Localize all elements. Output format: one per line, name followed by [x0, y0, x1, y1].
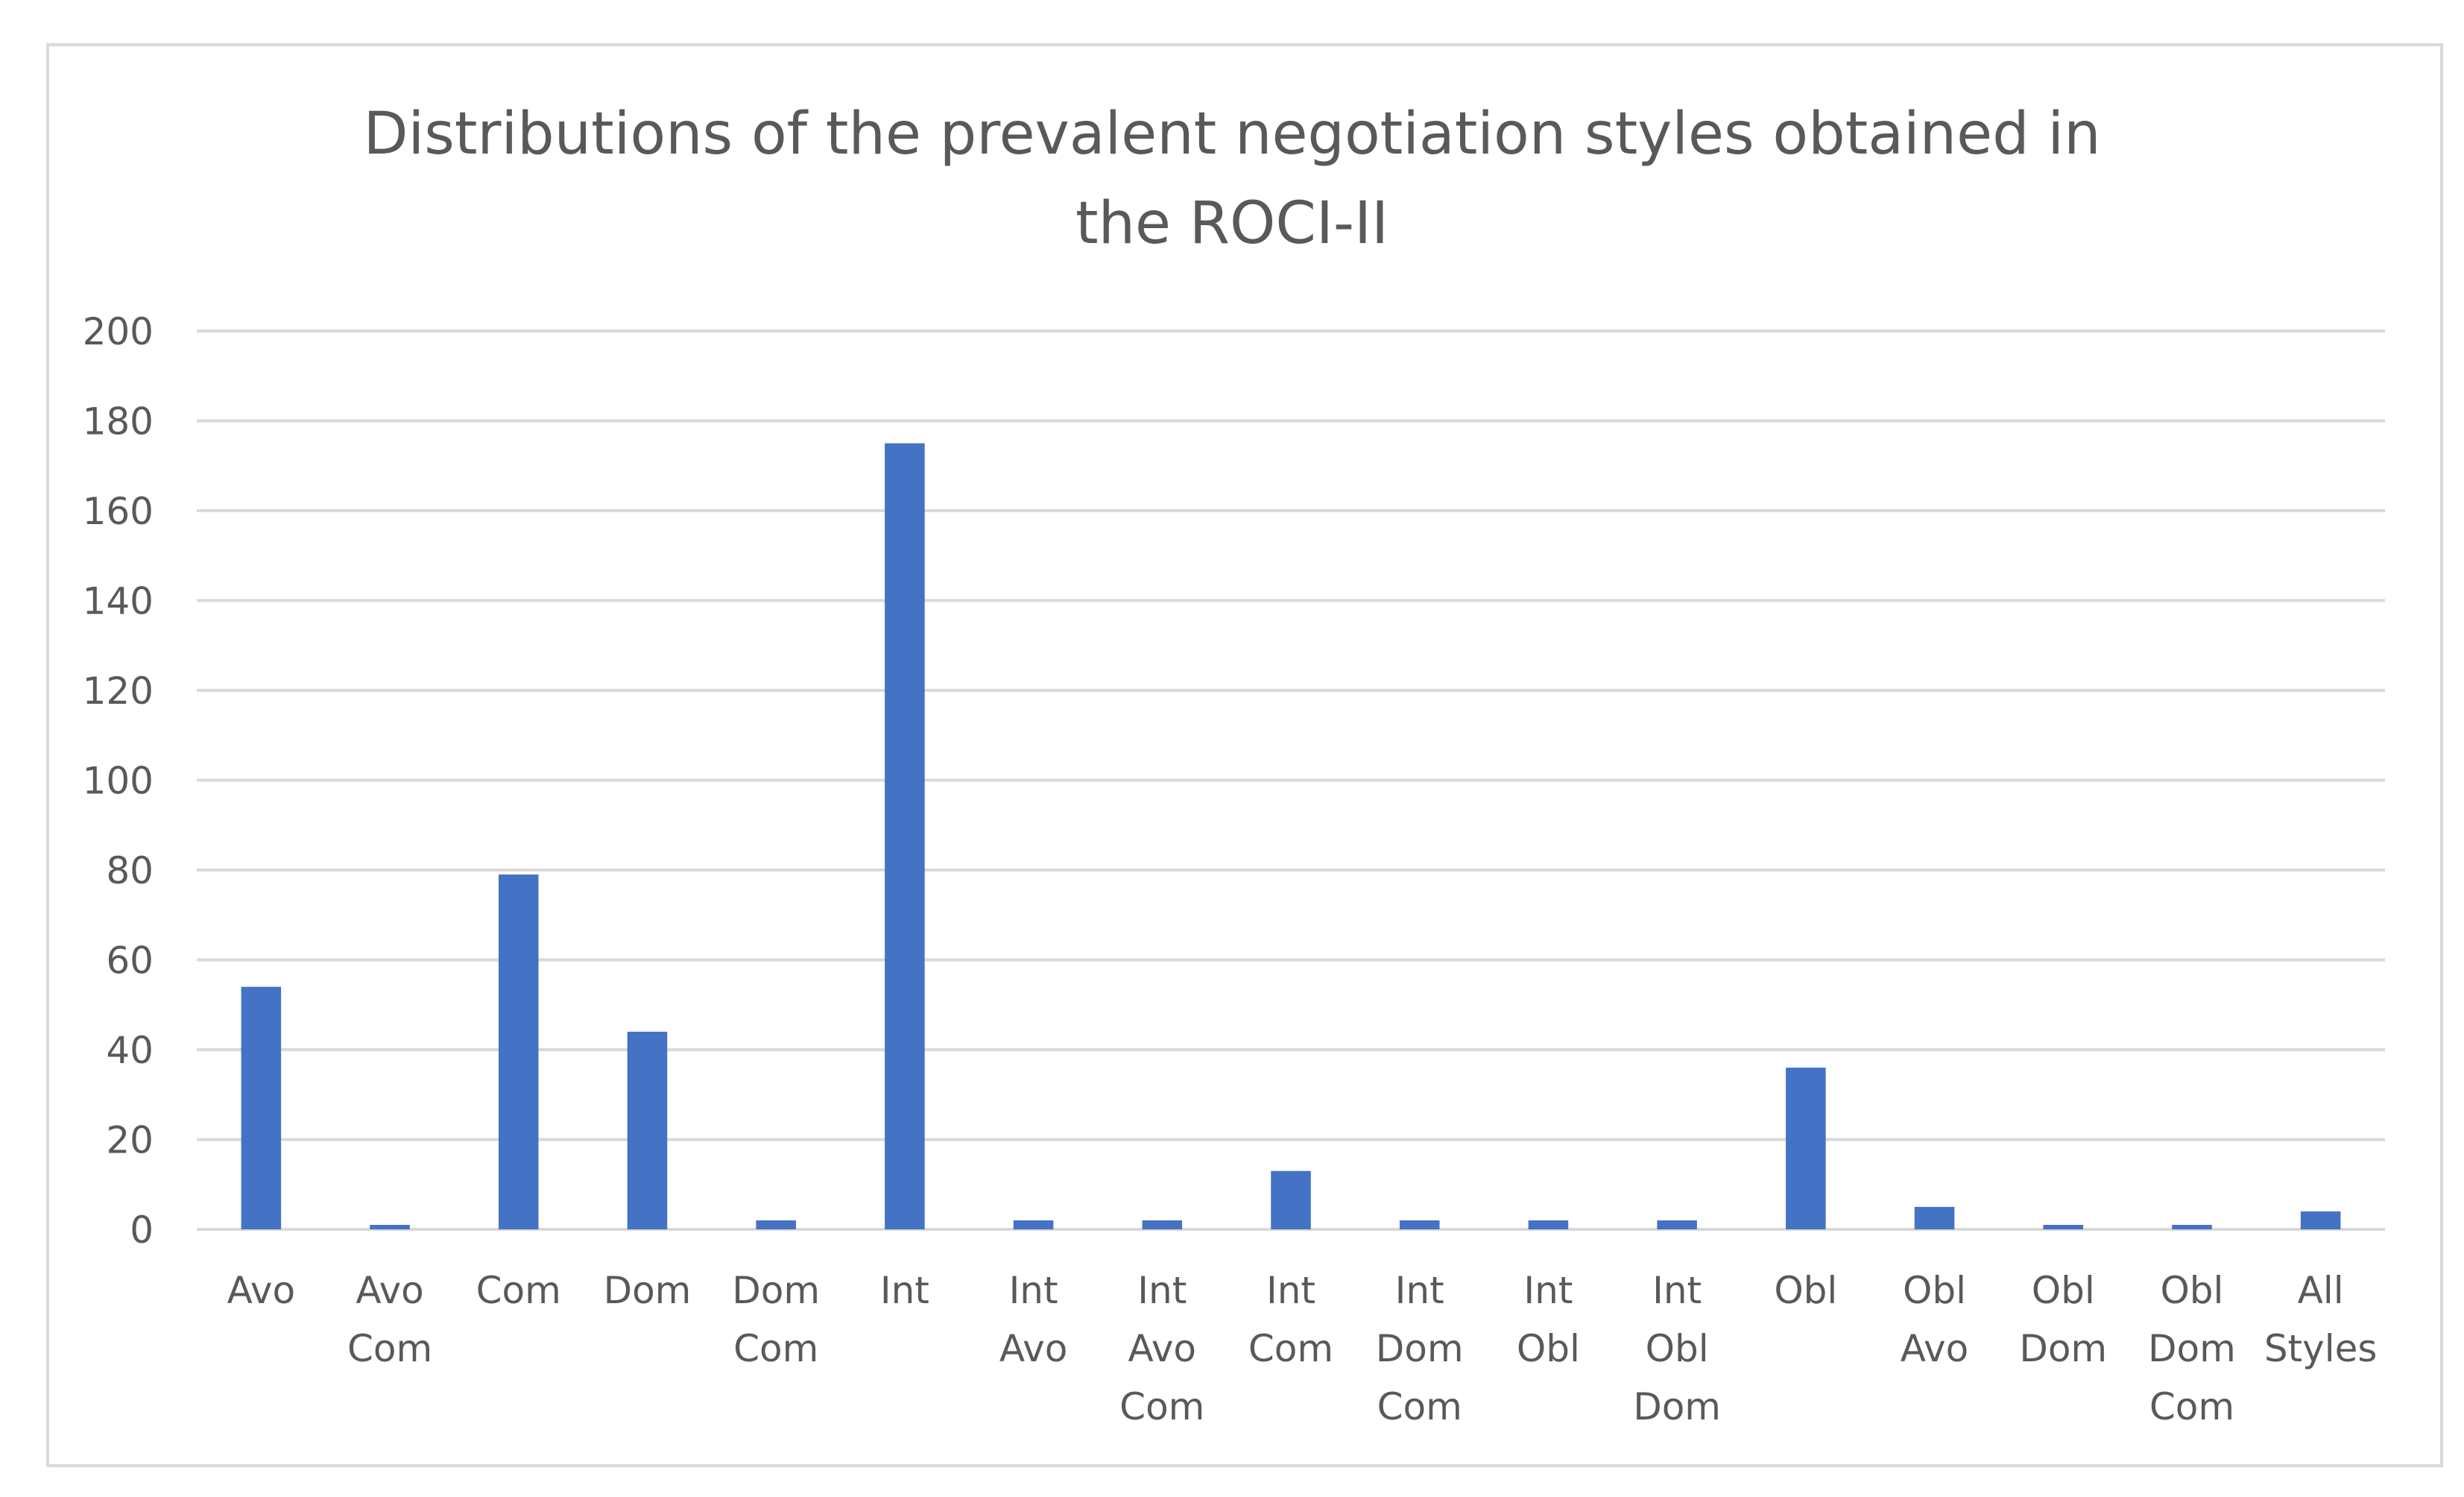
x-tick-label: Com: [476, 1269, 561, 1312]
x-tick-label: Int: [1523, 1269, 1573, 1312]
x-tick-label: Int: [880, 1269, 929, 1312]
x-tick-label: Int: [1137, 1269, 1187, 1312]
bar: [1914, 1206, 1955, 1229]
x-tick-label: All: [2298, 1269, 2344, 1312]
x-tick-label: Int: [1009, 1269, 1058, 1312]
y-tick-label: 80: [106, 849, 154, 892]
bar: [1528, 1220, 1569, 1229]
x-tick-label: Com: [1248, 1327, 1333, 1370]
bar: [2300, 1211, 2341, 1229]
bar: [241, 986, 282, 1229]
chart-title: Distributions of the prevalent negotiati…: [0, 89, 2464, 268]
x-tick-label: Com: [2149, 1385, 2234, 1428]
bar: [2043, 1224, 2084, 1229]
bar: [1657, 1220, 1697, 1229]
y-tick-label: 100: [83, 760, 154, 803]
x-tick-label: Obl: [2032, 1269, 2095, 1312]
y-tick-label: 160: [83, 490, 154, 533]
chart-title-line-1: Distributions of the prevalent negotiati…: [363, 101, 2101, 168]
bar: [498, 874, 539, 1229]
y-tick-label: 60: [106, 939, 154, 983]
y-tick-label: 20: [106, 1119, 154, 1162]
x-tick-label: Int: [1395, 1269, 1444, 1312]
y-tick-label: 0: [130, 1208, 154, 1252]
x-tick-label: Com: [1119, 1385, 1204, 1428]
x-tick-label: Avo: [356, 1269, 423, 1312]
chart-title-line-2: the ROCI-II: [1075, 190, 1389, 257]
x-tick-label: Int: [1652, 1269, 1702, 1312]
bar: [756, 1220, 796, 1229]
bar: [1013, 1220, 1054, 1229]
bar: [1786, 1068, 1826, 1229]
bar: [627, 1031, 668, 1229]
x-tick-label: Styles: [2264, 1327, 2378, 1370]
x-tick-label: Com: [1377, 1385, 1462, 1428]
x-tick-label: Dom: [1633, 1385, 1721, 1428]
x-tick-label: Com: [347, 1327, 432, 1370]
y-tick-label: 200: [83, 310, 154, 353]
x-tick-label: Avo: [1901, 1327, 1968, 1370]
y-tick-label: 40: [106, 1029, 154, 1072]
bar: [2172, 1224, 2212, 1229]
bar: [1399, 1220, 1440, 1229]
x-axis-labels: Avo Avo Com Com Dom Dom Com Int Int Avo Int Avo Com I…: [227, 1269, 2378, 1428]
x-tick-label: Dom: [604, 1269, 692, 1312]
x-tick-label: Obl: [2160, 1269, 2223, 1312]
x-tick-label: Dom: [732, 1269, 820, 1312]
x-tick-label: Avo: [999, 1327, 1067, 1370]
y-axis-ticks: 0 20 40 60 80 100 120 140 160 180 200: [83, 310, 154, 1252]
x-tick-label: Dom: [2019, 1327, 2107, 1370]
x-tick-label: Int: [1266, 1269, 1315, 1312]
bar: [885, 443, 925, 1229]
y-tick-label: 180: [83, 400, 154, 444]
bar: [1142, 1220, 1183, 1229]
x-tick-label: Dom: [1376, 1327, 1464, 1370]
x-tick-label: Obl: [1903, 1269, 1966, 1312]
bar: [370, 1224, 410, 1229]
bars: [241, 443, 2341, 1229]
y-tick-label: 120: [83, 669, 154, 713]
x-tick-label: Obl: [1774, 1269, 1837, 1312]
gridlines: [197, 330, 2385, 1231]
x-tick-label: Dom: [2148, 1327, 2236, 1370]
bar: [1271, 1170, 1311, 1229]
y-tick-label: 140: [83, 580, 154, 623]
x-tick-label: Avo: [1128, 1327, 1196, 1370]
x-tick-label: Obl: [1517, 1327, 1580, 1370]
x-tick-label: Obl: [1646, 1327, 1709, 1370]
x-tick-label: Avo: [227, 1269, 295, 1312]
x-tick-label: Com: [733, 1327, 818, 1370]
